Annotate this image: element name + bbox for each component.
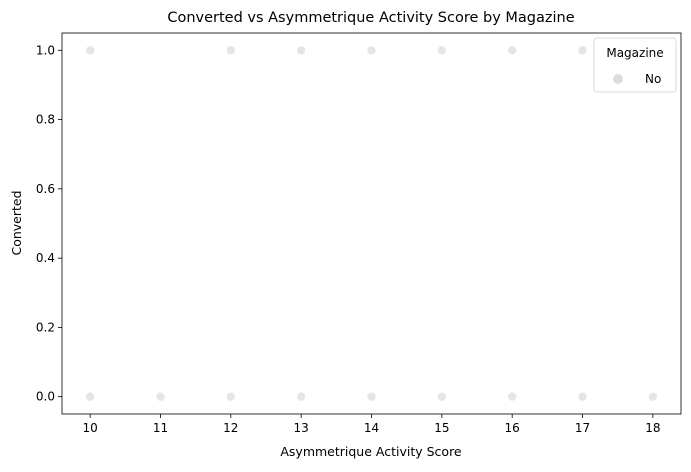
y-axis-label: Converted <box>9 190 24 255</box>
chart-title: Converted vs Asymmetrique Activity Score… <box>167 10 574 26</box>
data-point <box>85 391 95 402</box>
y-tick-label: 0.0 <box>36 390 55 404</box>
legend-label-no: No <box>645 72 661 86</box>
data-point <box>507 45 517 56</box>
plot-frame <box>61 32 682 415</box>
data-point <box>577 45 588 56</box>
data-point <box>648 391 658 402</box>
x-tick-label: 17 <box>575 421 590 435</box>
data-point <box>577 391 588 402</box>
x-tick-label: 16 <box>505 421 520 435</box>
x-tick-label: 12 <box>223 421 238 435</box>
data-point <box>226 45 236 56</box>
data-points <box>85 45 658 402</box>
data-point <box>296 45 306 56</box>
y-tick-label: 0.8 <box>36 113 55 127</box>
legend-title: Magazine <box>606 46 663 60</box>
x-tick-label: 13 <box>294 421 309 435</box>
y-tick-label: 0.2 <box>36 320 55 334</box>
x-tick-label: 15 <box>434 421 449 435</box>
x-tick-label: 18 <box>645 421 660 435</box>
y-axis-ticks: 0.0 0.2 0.4 0.6 0.8 1.0 <box>36 43 62 404</box>
y-tick-label: 0.4 <box>36 251 55 265</box>
data-point <box>296 391 306 402</box>
data-point <box>366 391 377 402</box>
data-point <box>85 45 95 56</box>
data-point <box>437 391 447 402</box>
y-tick-label: 0.6 <box>36 182 55 196</box>
data-point <box>507 391 517 402</box>
data-point <box>366 45 377 56</box>
legend: Magazine No <box>593 37 677 93</box>
data-point <box>155 391 166 402</box>
data-point <box>437 45 447 56</box>
x-tick-label: 11 <box>153 421 168 435</box>
x-axis-label: Asymmetrique Activity Score <box>280 444 462 459</box>
x-axis-ticks: 10 11 12 13 14 15 16 17 18 <box>82 414 661 435</box>
data-point <box>226 391 236 402</box>
y-tick-label: 1.0 <box>36 43 55 57</box>
legend-marker <box>613 74 623 84</box>
x-tick-label: 10 <box>82 421 97 435</box>
x-tick-label: 14 <box>364 421 379 435</box>
